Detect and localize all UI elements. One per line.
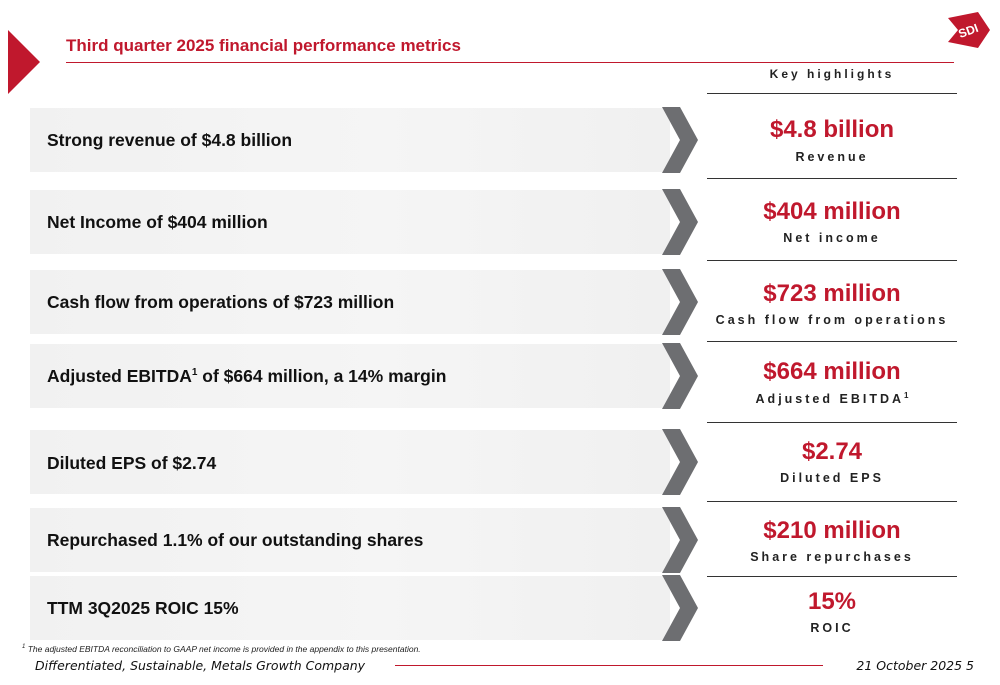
chevron-right-icon <box>662 507 698 573</box>
metric-value: $4.8 billion <box>769 116 895 143</box>
metric-divider <box>707 178 957 179</box>
metric-row-text-main: Adjusted EBITDA <box>47 366 192 386</box>
footnote: 1 The adjusted EBITDA reconciliation to … <box>22 644 421 654</box>
metric-label: Revenue <box>795 150 869 164</box>
metric-row-text: Cash flow from operations of $723 millio… <box>47 292 395 312</box>
key-highlights-heading: Key highlights <box>769 67 895 81</box>
footnote-marker: 1 <box>191 367 198 379</box>
metric-value: $404 million <box>763 198 901 225</box>
metric-divider <box>707 576 957 577</box>
key-highlights-divider <box>707 93 957 94</box>
metric-label: Share repurchases <box>750 550 914 564</box>
metric-row-band <box>30 576 670 640</box>
chevron-right-icon <box>662 189 698 255</box>
metric-value: 15% <box>807 588 857 615</box>
metric-row-text: Diluted EPS of $2.74 <box>47 453 217 473</box>
metric-label: Net income <box>783 231 881 245</box>
footer-divider <box>395 665 823 666</box>
page-title: Third quarter 2025 financial performance… <box>66 36 461 55</box>
metric-row-text: Strong revenue of $4.8 billion <box>47 130 293 150</box>
metric-row-band <box>30 270 670 334</box>
metric-row-band <box>30 108 670 172</box>
chevron-right-icon <box>662 269 698 335</box>
metric-value: $210 million <box>763 517 901 544</box>
title-divider <box>66 62 954 63</box>
chevron-right-icon <box>662 343 698 409</box>
chevron-right-icon <box>662 575 698 641</box>
footnote-marker: 1 <box>904 391 909 400</box>
footnote-text: The adjusted EBITDA reconciliation to GA… <box>25 644 421 654</box>
metric-label: Diluted EPS <box>780 471 884 485</box>
metric-row-text: Net Income of $404 million <box>47 212 268 232</box>
footer-tagline: Differentiated, Sustainable, Metals Grow… <box>35 658 366 673</box>
metric-row-text: Repurchased 1.1% of our outstanding shar… <box>47 530 424 550</box>
chevron-right-icon <box>662 429 698 495</box>
metric-value: $2.74 <box>801 438 863 465</box>
metric-value: $723 million <box>763 280 901 307</box>
metric-label: ROIC <box>810 621 854 635</box>
metric-row-text-rest: of $664 million, a 14% margin <box>197 366 447 386</box>
logo-text: SDI <box>957 21 981 41</box>
metric-row-band <box>30 344 670 408</box>
metric-label-main: Adjusted EBITDA <box>755 392 905 407</box>
metric-divider <box>707 422 957 423</box>
metric-row-band <box>30 508 670 572</box>
metric-divider <box>707 341 957 342</box>
metric-divider <box>707 260 957 261</box>
chevron-right-icon <box>662 107 698 173</box>
metric-label: Cash flow from operations <box>715 313 949 327</box>
metric-row-band <box>30 190 670 254</box>
metric-row-text: Adjusted EBITDA1 of $664 million, a 14% … <box>47 365 446 387</box>
metric-row-text: TTM 3Q2025 ROIC 15% <box>47 598 239 618</box>
metric-label: Adjusted EBITDA1 <box>707 391 957 406</box>
metric-divider <box>707 501 957 502</box>
left-tab-arrow-icon <box>8 30 40 94</box>
company-logo: SDI <box>948 12 990 48</box>
footnote-marker: 1 <box>22 644 26 651</box>
metric-row-band <box>30 430 670 494</box>
metric-value: $664 million <box>763 358 901 385</box>
footer-date-page: 21 October 2025 5 <box>856 658 974 673</box>
